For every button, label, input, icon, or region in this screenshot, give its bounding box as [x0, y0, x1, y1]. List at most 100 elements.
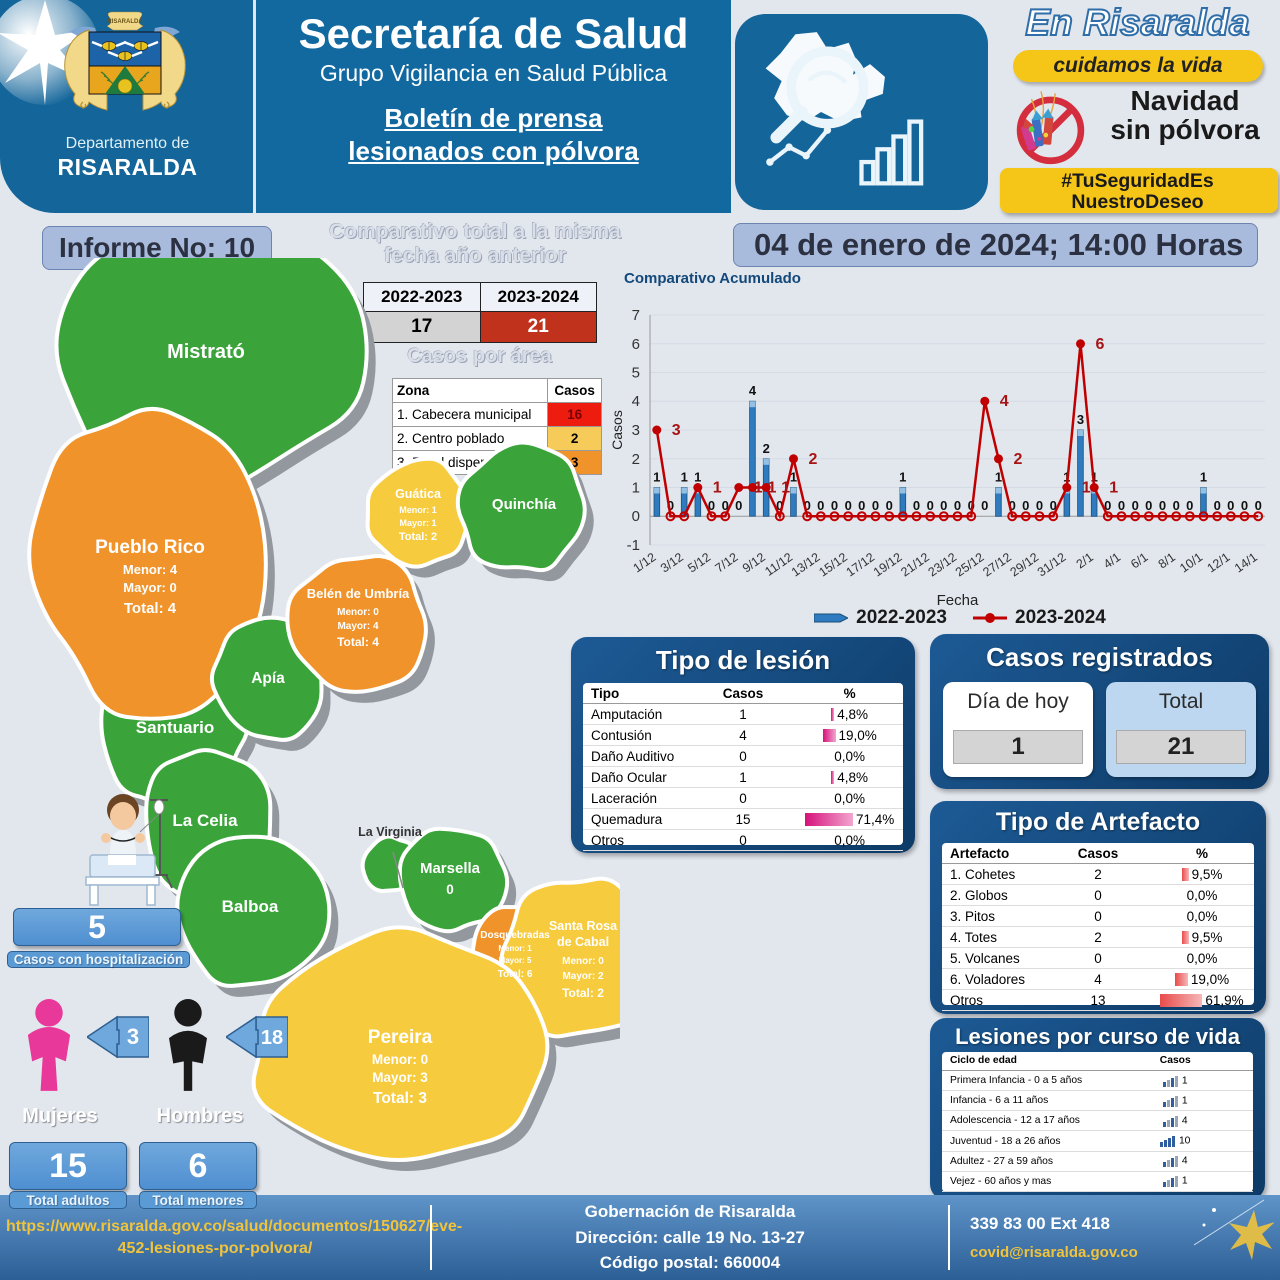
svg-text:1: 1 [713, 480, 722, 497]
svg-text:Mistrató: Mistrató [167, 341, 245, 363]
svg-text:0: 0 [886, 498, 893, 513]
svg-text:La Virginia: La Virginia [358, 825, 423, 839]
svg-text:RISARALDA: RISARALDA [107, 19, 143, 25]
svg-text:7/12: 7/12 [713, 550, 741, 575]
svg-text:Total: 6: Total: 6 [498, 969, 533, 980]
svg-text:1: 1 [632, 480, 640, 497]
svg-text:0: 0 [1214, 498, 1221, 513]
svg-text:1: 1 [681, 470, 688, 485]
svg-text:0: 0 [954, 498, 961, 513]
svg-text:Menor: 0: Menor: 0 [337, 607, 379, 618]
svg-text:0: 0 [940, 498, 947, 513]
svg-text:2/1: 2/1 [1074, 550, 1096, 571]
svg-text:Total: 4: Total: 4 [337, 635, 379, 649]
svg-text:Mayor: 1: Mayor: 1 [399, 518, 436, 528]
svg-text:0: 0 [981, 498, 988, 513]
svg-text:1: 1 [781, 480, 790, 497]
svg-text:0: 0 [1145, 498, 1152, 513]
svg-text:Total: 4: Total: 4 [124, 600, 177, 617]
svg-text:4: 4 [1000, 393, 1009, 410]
svg-text:5/12: 5/12 [685, 550, 713, 575]
svg-text:Dosquebradas: Dosquebradas [480, 930, 550, 941]
svg-text:Menor: 0: Menor: 0 [372, 1052, 428, 1067]
svg-text:3/12: 3/12 [658, 550, 686, 575]
svg-text:Mayor: 5: Mayor: 5 [499, 956, 532, 965]
svg-text:14/1: 14/1 [1232, 550, 1260, 575]
svg-text:25/12: 25/12 [953, 550, 987, 579]
svg-text:Total: 2: Total: 2 [399, 531, 437, 543]
svg-text:2: 2 [632, 451, 640, 468]
svg-text:Pueblo Rico: Pueblo Rico [95, 537, 205, 558]
svg-text:9/12: 9/12 [740, 550, 768, 575]
svg-text:Santa Rosa: Santa Rosa [549, 919, 618, 933]
svg-text:Menor: 0: Menor: 0 [562, 956, 604, 967]
svg-text:27/12: 27/12 [980, 550, 1014, 579]
svg-text:0: 0 [1241, 498, 1248, 513]
svg-text:0: 0 [1173, 498, 1180, 513]
svg-text:0: 0 [845, 498, 852, 513]
svg-text:12/1: 12/1 [1205, 550, 1233, 575]
svg-text:1: 1 [1200, 470, 1207, 485]
svg-text:Belén de Umbría: Belén de Umbría [307, 586, 410, 601]
svg-text:5: 5 [632, 365, 640, 382]
svg-text:7: 7 [632, 307, 640, 324]
svg-text:Guática: Guática [395, 487, 442, 501]
svg-text:0: 0 [1132, 498, 1139, 513]
svg-text:19/12: 19/12 [871, 550, 905, 579]
svg-text:0: 0 [913, 498, 920, 513]
svg-text:0: 0 [446, 882, 454, 897]
svg-text:1: 1 [653, 470, 660, 485]
svg-text:21/12: 21/12 [898, 550, 932, 579]
svg-text:2: 2 [1014, 451, 1023, 468]
svg-text:0: 0 [831, 498, 838, 513]
svg-text:Mayor: 2: Mayor: 2 [562, 971, 604, 982]
svg-text:Total: 3: Total: 3 [373, 1090, 427, 1107]
svg-text:Quinchía: Quinchía [492, 496, 557, 513]
svg-text:18: 18 [261, 1027, 283, 1049]
svg-text:4: 4 [749, 383, 757, 398]
svg-text:2: 2 [763, 441, 770, 456]
svg-text:0: 0 [632, 508, 640, 525]
svg-text:31/12: 31/12 [1035, 550, 1069, 579]
svg-text:Pereira: Pereira [368, 1027, 433, 1048]
svg-text:13/12: 13/12 [789, 550, 823, 579]
svg-text:3: 3 [672, 422, 681, 439]
svg-text:3: 3 [127, 1024, 139, 1049]
svg-text:11/12: 11/12 [762, 550, 795, 579]
svg-text:Menor: 4: Menor: 4 [123, 562, 178, 577]
svg-text:3: 3 [1077, 412, 1084, 427]
svg-text:-1: -1 [627, 537, 640, 554]
svg-text:0: 0 [1036, 498, 1043, 513]
svg-text:0: 0 [1118, 498, 1125, 513]
svg-text:2: 2 [809, 451, 818, 468]
svg-text:Total: 2: Total: 2 [562, 986, 604, 1000]
svg-text:0: 0 [872, 498, 879, 513]
svg-text:0: 0 [1227, 498, 1234, 513]
svg-text:Apía: Apía [251, 670, 285, 687]
svg-text:Mayor: 0: Mayor: 0 [123, 580, 176, 595]
svg-text:0: 0 [735, 498, 742, 513]
svg-text:8/1: 8/1 [1156, 550, 1178, 571]
svg-text:1: 1 [694, 470, 701, 485]
svg-text:1: 1 [1109, 480, 1118, 497]
svg-text:6: 6 [632, 336, 640, 353]
svg-text:1: 1 [1082, 480, 1091, 497]
svg-text:0: 0 [817, 498, 824, 513]
svg-text:de Cabal: de Cabal [557, 935, 609, 949]
svg-text:Mayor: 3: Mayor: 3 [372, 1070, 428, 1085]
svg-text:Marsella: Marsella [420, 860, 481, 877]
svg-text:0: 0 [1186, 498, 1193, 513]
svg-text:0: 0 [1022, 498, 1029, 513]
svg-text:29/12: 29/12 [1008, 550, 1042, 579]
svg-text:17/12: 17/12 [844, 550, 878, 579]
svg-text:0: 0 [927, 498, 934, 513]
svg-text:6: 6 [1096, 336, 1105, 353]
svg-text:Menor: 1: Menor: 1 [399, 505, 437, 515]
svg-text:23/12: 23/12 [926, 550, 960, 579]
svg-text:4: 4 [632, 393, 640, 410]
svg-text:Santuario: Santuario [136, 718, 214, 737]
svg-text:0: 0 [1159, 498, 1166, 513]
svg-text:6/1: 6/1 [1128, 550, 1150, 571]
svg-text:3: 3 [632, 422, 640, 439]
svg-text:15/12: 15/12 [816, 550, 850, 579]
